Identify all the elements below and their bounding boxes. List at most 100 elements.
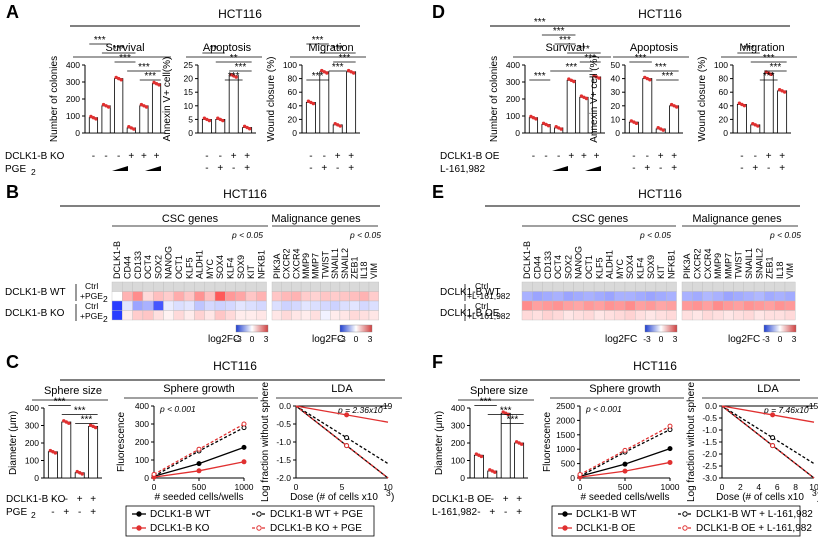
c-legend-label-1: DCLK1-B WT + PGE — [270, 509, 363, 520]
c-lda-y-tick-label: 0.0 — [279, 401, 291, 411]
d-migration-y-tick-label: 0 — [723, 128, 728, 138]
b-mal-cell — [368, 291, 379, 302]
b-csc-cell — [132, 300, 144, 311]
b-csc-gene-label: OCT4 — [143, 255, 153, 279]
f-size-data-point — [519, 442, 524, 446]
d-survival-sig-label: *** — [578, 44, 590, 55]
cell-line-header-d: HCT116 — [638, 7, 682, 21]
d-survival-data-point — [597, 76, 601, 80]
a-survival-y-tick-label: 200 — [66, 94, 80, 104]
b-csc-cell — [225, 291, 236, 302]
f-size-sig-label: *** — [480, 397, 492, 408]
f-lda-x-tick-label: 0 — [720, 482, 725, 492]
e-mal-cell — [692, 300, 703, 311]
e-mal-gene-label: MMP7 — [723, 253, 733, 279]
e-mal-gene-label: SNAIL2 — [754, 248, 764, 279]
e-legend-tick: 3 — [792, 334, 797, 344]
e-legend-tick: -3 — [643, 334, 651, 344]
a-migration-cond-row1-mark: + — [335, 151, 341, 162]
b-mal-cell — [339, 291, 350, 302]
c-size-cond-row1-mark: - — [51, 494, 54, 505]
e-csc-cell — [563, 310, 574, 321]
c-size-y-tick-label: 300 — [25, 421, 39, 431]
b-csc-cell — [111, 291, 123, 302]
d-migration-bar — [736, 104, 747, 134]
e-mal-cell — [692, 291, 703, 302]
a-apoptosis-y-tick-label: 20 — [184, 74, 194, 84]
panel-label-e: E — [432, 182, 444, 202]
b-csc-cell — [163, 300, 175, 311]
d-survival-data-point — [572, 79, 576, 84]
d-survival-data-point — [584, 96, 589, 101]
a-apoptosis-data-point — [207, 118, 212, 123]
d-survival-data-point — [534, 117, 538, 121]
d-migration-cond-row1-mark: + — [779, 151, 785, 162]
a-apoptosis-cond-row1-mark: + — [231, 151, 237, 162]
f-size-y-tick-label: 0 — [460, 473, 465, 483]
f-legend-swatch-marker — [562, 525, 568, 531]
a-survival-cond-row1-mark: - — [92, 151, 95, 162]
f-growth-title: Sphere growth — [589, 383, 661, 395]
e-mal-cell — [712, 300, 724, 311]
b-csc-gene-label: MYC — [205, 259, 215, 280]
c-lda-pval: p = 2.36x10 — [337, 405, 383, 415]
e-csc-cell — [635, 300, 646, 311]
e-mal-cell — [733, 281, 745, 292]
b-csc-cell — [173, 310, 185, 321]
d-survival-title: Survival — [545, 42, 584, 54]
f-growth-x-tick-label: 0 — [578, 482, 583, 492]
f-growth-pval: p < 0.001 — [585, 404, 622, 414]
a-apoptosis-data-point — [247, 127, 252, 131]
a-migration-y-tick-label: 80 — [288, 74, 298, 84]
d-migration-y-tick-label: 20 — [719, 114, 729, 124]
a-survival-cond-row1-mark: - — [104, 151, 107, 162]
a-survival-title: Survival — [105, 42, 144, 54]
e-csc-cell — [583, 310, 595, 321]
f-lda-x-tick-label: 8 — [793, 482, 798, 492]
e-mal-gene-label: ZEB1 — [765, 256, 775, 279]
e-mal-gene-label: MMP9 — [713, 253, 723, 279]
c-lda-pval-sup: -19 — [380, 401, 393, 411]
f-legend-label-3: DCLK1-B OE + L-161,982 — [696, 523, 812, 534]
f-lda-point — [770, 412, 776, 418]
d-row2-label: L-161,982 — [440, 164, 485, 175]
f-growth-y-tick-label: 1500 — [556, 430, 575, 440]
e-mal-cell — [712, 310, 724, 321]
c-lda-y-tick-label: -2.0 — [276, 473, 291, 483]
b-csc-cell — [235, 310, 247, 321]
b-csc-cell — [152, 310, 164, 321]
f-size-title: Sphere size — [470, 385, 528, 397]
a-apoptosis-cond-row1-mark: + — [244, 151, 250, 162]
b-csc-gene-label: OCT1 — [174, 255, 184, 279]
b-csc-cell — [235, 281, 247, 292]
f-growth-point — [622, 468, 628, 474]
d-apoptosis-cond-row1-mark: + — [671, 151, 677, 162]
d-survival-sig-label: *** — [559, 35, 571, 46]
e-csc-cell — [521, 310, 533, 321]
e-mal-cell — [702, 281, 714, 292]
f-size-cond-row2-mark: + — [516, 507, 522, 518]
e-csc-gene-label: NFKB1 — [666, 250, 676, 279]
f-lda-series-line — [721, 405, 815, 479]
c-growth-point — [196, 461, 202, 467]
e-csc-cell — [655, 281, 667, 292]
f-growth-x-label: # seeded cells/wells — [581, 492, 670, 503]
panel-label-b: B — [6, 182, 19, 202]
d-migration-cond-row2-mark: + — [752, 163, 758, 174]
e-csc-cell — [542, 291, 554, 302]
b-mal-cell — [330, 300, 341, 311]
a-survival-cond-row1-mark: + — [128, 151, 134, 162]
c-size-y-tick-label: 400 — [25, 403, 39, 413]
b-mal-cell — [320, 310, 331, 321]
f-growth-x-tick-label: 1000 — [661, 482, 680, 492]
f-growth-x-tick-label: 500 — [618, 482, 632, 492]
b-legend-tick: 0 — [354, 334, 359, 344]
e-csc-gene-label: DCLK1-B — [522, 241, 532, 279]
e-mal-cell — [743, 281, 755, 292]
a-migration-y-tick-label: 60 — [288, 87, 298, 97]
d-apoptosis-data-point — [648, 78, 652, 82]
f-size-y-label: Diameter (μm) — [434, 411, 445, 475]
b-csc-cell — [256, 281, 267, 292]
e-csc-cell — [614, 281, 626, 292]
c-growth-x-label: # seeded cells/wells — [155, 492, 244, 503]
